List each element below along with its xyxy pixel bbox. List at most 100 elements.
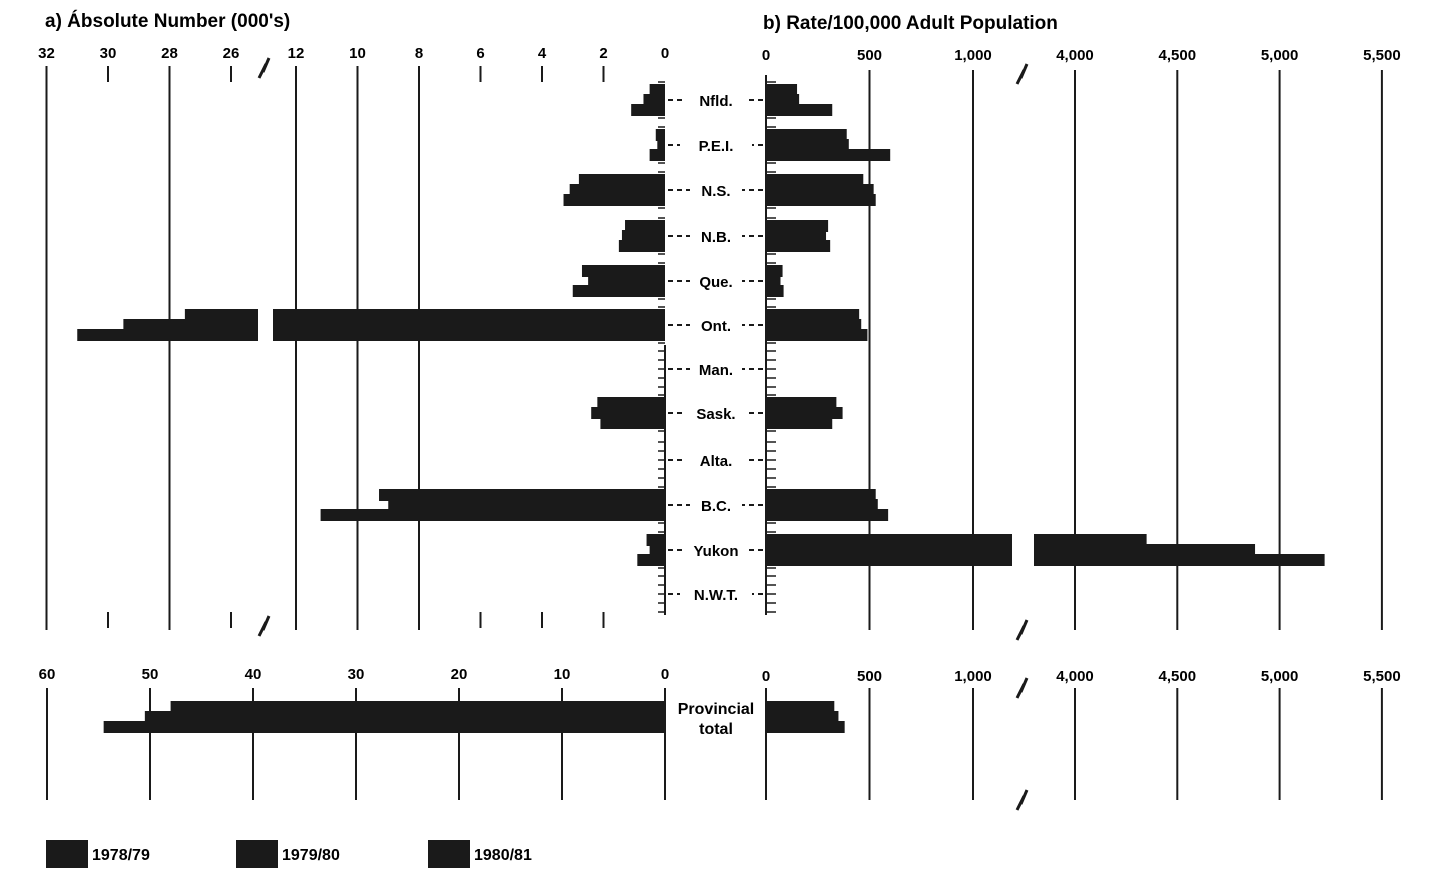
axis-break-mark bbox=[1015, 619, 1029, 641]
bars-rate bbox=[766, 84, 1325, 566]
bars-provincial-absolute bbox=[103, 701, 666, 733]
tick-label: 5,000 bbox=[1261, 47, 1299, 64]
chart-title-absolute: a) Ábsolute Number (000's) bbox=[45, 10, 290, 32]
bar-rate-1980/81 bbox=[766, 149, 891, 161]
bar-absolute-1980/81 bbox=[637, 554, 665, 566]
bar-rate-1980/81 bbox=[766, 194, 876, 206]
bar-rate-1980/81 bbox=[766, 285, 784, 297]
bar-provincial-rate-1980/81 bbox=[766, 721, 845, 733]
category-label-bg bbox=[680, 584, 752, 604]
bar-absolute-1979/80 bbox=[649, 544, 665, 556]
tick-label: 0 bbox=[762, 47, 770, 64]
bar-rate-1980/81 bbox=[1034, 554, 1325, 566]
bar-absolute-1980/81 bbox=[273, 329, 665, 341]
axis-break-mark bbox=[1015, 63, 1029, 85]
category-label-bg bbox=[690, 495, 742, 515]
tick-label: 0 bbox=[661, 666, 669, 683]
category-label: Yukon bbox=[693, 543, 738, 560]
bar-rate-1978/79 bbox=[766, 265, 783, 277]
bar-absolute-1979/80 bbox=[388, 499, 665, 511]
bar-absolute-1979/80 bbox=[123, 319, 258, 331]
tick-label: 40 bbox=[245, 666, 262, 683]
tick-label: 28 bbox=[161, 45, 178, 62]
bar-rate-1978/79 bbox=[766, 129, 847, 141]
tick-label: 30 bbox=[348, 666, 365, 683]
tick-label: 1,000 bbox=[954, 47, 992, 64]
tick-label: 12 bbox=[288, 45, 305, 62]
axis-break-mark bbox=[1015, 677, 1029, 699]
bars-provincial-rate bbox=[766, 701, 845, 733]
bar-absolute-1980/81 bbox=[618, 240, 665, 252]
bar-absolute-1980/81 bbox=[600, 417, 665, 429]
tick-label: 10 bbox=[349, 45, 366, 62]
bar-rate-1978/79 bbox=[1034, 534, 1147, 546]
bar-absolute-1978/79 bbox=[655, 129, 665, 141]
legend-label: 1978/79 bbox=[92, 847, 150, 864]
bar-absolute-1980/81 bbox=[77, 329, 258, 341]
bar-absolute-1980/81 bbox=[572, 285, 665, 297]
category-label: Ont. bbox=[701, 318, 731, 335]
tick-label: 10 bbox=[554, 666, 571, 683]
gridlines-rate bbox=[868, 70, 1383, 630]
bar-rate-1978/79 bbox=[766, 397, 837, 409]
bar-absolute-1979/80 bbox=[588, 275, 665, 287]
bar-absolute-1978/79 bbox=[184, 309, 258, 321]
bar-absolute-1979/80 bbox=[273, 319, 665, 331]
bar-rate-1978/79 bbox=[766, 309, 860, 321]
category-label-bg bbox=[690, 359, 742, 379]
bar-absolute-1978/79 bbox=[379, 489, 665, 501]
category-label-bg bbox=[685, 90, 747, 110]
category-label-bg bbox=[690, 226, 742, 246]
category-label-bg bbox=[685, 540, 747, 560]
axis-break-mark bbox=[257, 57, 271, 79]
tick-label: 60 bbox=[39, 666, 56, 683]
category-label: Sask. bbox=[696, 406, 735, 423]
bar-rate-1979/80 bbox=[766, 184, 874, 196]
bar-rate-1979/80 bbox=[766, 94, 800, 106]
tick-labels-absolute: 32 30 28 26 12 10 8 6 4 2 0 bbox=[38, 45, 669, 62]
tick-label: 4,000 bbox=[1056, 47, 1094, 64]
category-label: N.W.T. bbox=[694, 587, 738, 604]
bar-rate-1978/79 bbox=[766, 174, 864, 186]
tick-label: 0 bbox=[762, 668, 770, 685]
tick-label: 5,000 bbox=[1261, 668, 1299, 685]
bar-provincial-absolute-1980/81 bbox=[103, 721, 665, 733]
category-label-bg bbox=[690, 271, 742, 291]
bar-absolute-1978/79 bbox=[273, 309, 665, 321]
bar-rate-1979/80 bbox=[766, 139, 849, 151]
bar-provincial-absolute-1979/80 bbox=[144, 711, 666, 723]
bar-absolute-1978/79 bbox=[646, 534, 665, 546]
tick-label: 8 bbox=[415, 45, 423, 62]
tick-label: 5,500 bbox=[1363, 47, 1401, 64]
bar-absolute-1979/80 bbox=[591, 407, 665, 419]
bar-rate-1979/80 bbox=[766, 407, 843, 419]
category-label-bg bbox=[690, 180, 742, 200]
tick-label: 500 bbox=[857, 47, 882, 64]
bar-provincial-absolute-1978/79 bbox=[170, 701, 665, 713]
tick-label: 2 bbox=[599, 45, 607, 62]
bar-absolute-1980/81 bbox=[320, 509, 665, 521]
bar-provincial-rate-1979/80 bbox=[766, 711, 839, 723]
bar-rate-1978/79 bbox=[766, 84, 798, 96]
category-label: N.S. bbox=[701, 183, 730, 200]
category-label: Nfld. bbox=[699, 93, 732, 110]
bar-rate-1978/79 bbox=[766, 489, 876, 501]
bar-rate-1980/81 bbox=[766, 240, 831, 252]
bar-absolute-1978/79 bbox=[597, 397, 665, 409]
tick-label: 32 bbox=[38, 45, 55, 62]
tick-label: 20 bbox=[451, 666, 468, 683]
bar-rate-1978/79 bbox=[766, 220, 829, 232]
category-label: P.E.I. bbox=[699, 138, 734, 155]
tick-label: 5,500 bbox=[1363, 668, 1401, 685]
bar-absolute-1979/80 bbox=[643, 94, 665, 106]
provincial-total-label-line1: Provincial bbox=[678, 701, 754, 718]
axis-break-mark bbox=[257, 615, 271, 637]
legend-swatch bbox=[428, 840, 470, 868]
legend-label: 1979/80 bbox=[282, 847, 340, 864]
category-label: Que. bbox=[699, 274, 732, 291]
category-label-bg bbox=[685, 450, 747, 470]
tick-labels-provincial-absolute: 60 50 40 30 20 10 0 bbox=[39, 666, 670, 683]
bar-rate-1980/81 bbox=[766, 554, 1012, 566]
bar-absolute-1979/80 bbox=[657, 139, 665, 151]
axis-break-marks bbox=[257, 57, 1029, 811]
